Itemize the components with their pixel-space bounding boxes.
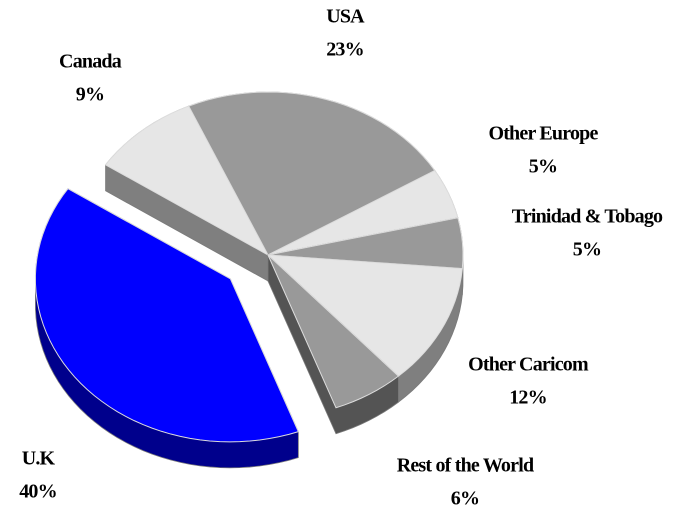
slice-label: Other Caricom [468,354,589,376]
slice-value-label: 12% [509,387,547,409]
slice [267,217,464,270]
slice-value-label: 23% [326,39,364,61]
slice-value-label: 5% [529,156,557,178]
slice-label: USA [326,6,365,28]
slice-label: Trinidad & Tobago [512,206,663,228]
slice [187,91,436,256]
slice [266,254,463,377]
slice-label: U.K [22,448,56,470]
slice-label: Rest of the World [397,455,534,477]
slice [267,254,400,409]
slice-label: Canada [59,51,122,73]
slice-value-label: 6% [451,488,479,510]
slice [267,169,459,256]
slice [104,105,270,257]
slice-label: Other Europe [488,123,598,145]
slice [34,188,300,443]
slice-value-label: 5% [573,239,601,261]
slice-value-label: 9% [76,84,104,106]
slice-value-label: 40% [19,481,57,503]
